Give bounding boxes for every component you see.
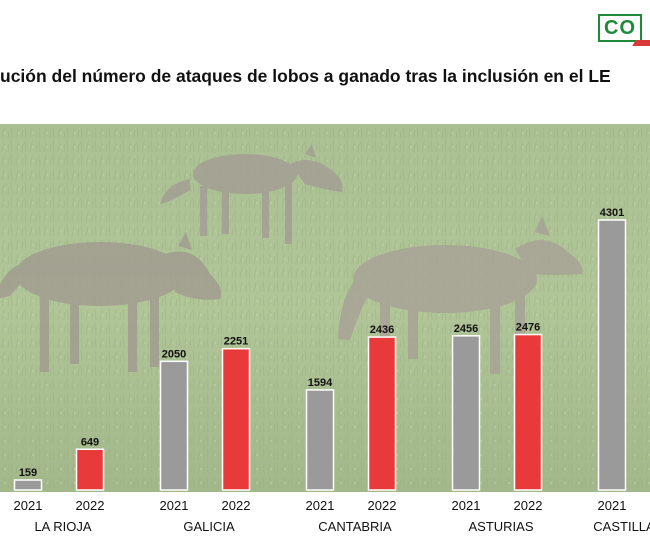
bar-la-rioja-2022 xyxy=(75,448,105,491)
x-tick-label: 2022 xyxy=(76,498,105,513)
category-label: CASTILLA xyxy=(593,519,650,534)
x-tick-label: 2021 xyxy=(160,498,189,513)
wolf-figure xyxy=(0,232,222,372)
wolf-figure xyxy=(160,144,343,244)
category-label: ASTURIAS xyxy=(468,519,533,534)
x-tick-label: 2021 xyxy=(598,498,627,513)
data-label: 4301 xyxy=(600,207,624,219)
data-label: 1594 xyxy=(308,377,333,389)
data-label: 2436 xyxy=(370,324,394,336)
x-tick-label: 2021 xyxy=(14,498,43,513)
data-label: 2050 xyxy=(162,348,186,360)
bar-asturias-2021 xyxy=(451,335,481,491)
logo-text: CO xyxy=(598,14,642,42)
x-tick-label: 2022 xyxy=(222,498,251,513)
bar-cantabria-2022 xyxy=(367,336,397,491)
logo: CO xyxy=(598,14,650,46)
data-label: 2476 xyxy=(516,322,540,334)
x-tick-label: 2022 xyxy=(368,498,397,513)
data-label: 2251 xyxy=(224,336,248,348)
data-label: 2456 xyxy=(454,323,478,335)
wolf-figure xyxy=(338,216,583,374)
category-label: CANTABRIA xyxy=(318,519,392,534)
chart-title: ución del número de ataques de lobos a g… xyxy=(0,66,611,86)
bar-galicia-2022 xyxy=(221,347,251,491)
x-tick-label: 2021 xyxy=(306,498,335,513)
x-tick-label: 2021 xyxy=(452,498,481,513)
bar-la-rioja-2021 xyxy=(13,479,43,491)
data-label: 159 xyxy=(19,467,37,479)
data-label: 649 xyxy=(81,436,99,448)
category-label: GALICIA xyxy=(183,519,235,534)
bar-castilla-2021 xyxy=(597,219,627,491)
bar-cantabria-2021 xyxy=(305,389,335,491)
bar-galicia-2021 xyxy=(159,360,189,491)
bar-asturias-2022 xyxy=(513,333,543,491)
category-label: LA RIOJA xyxy=(34,519,91,534)
x-tick-label: 2022 xyxy=(514,498,543,513)
